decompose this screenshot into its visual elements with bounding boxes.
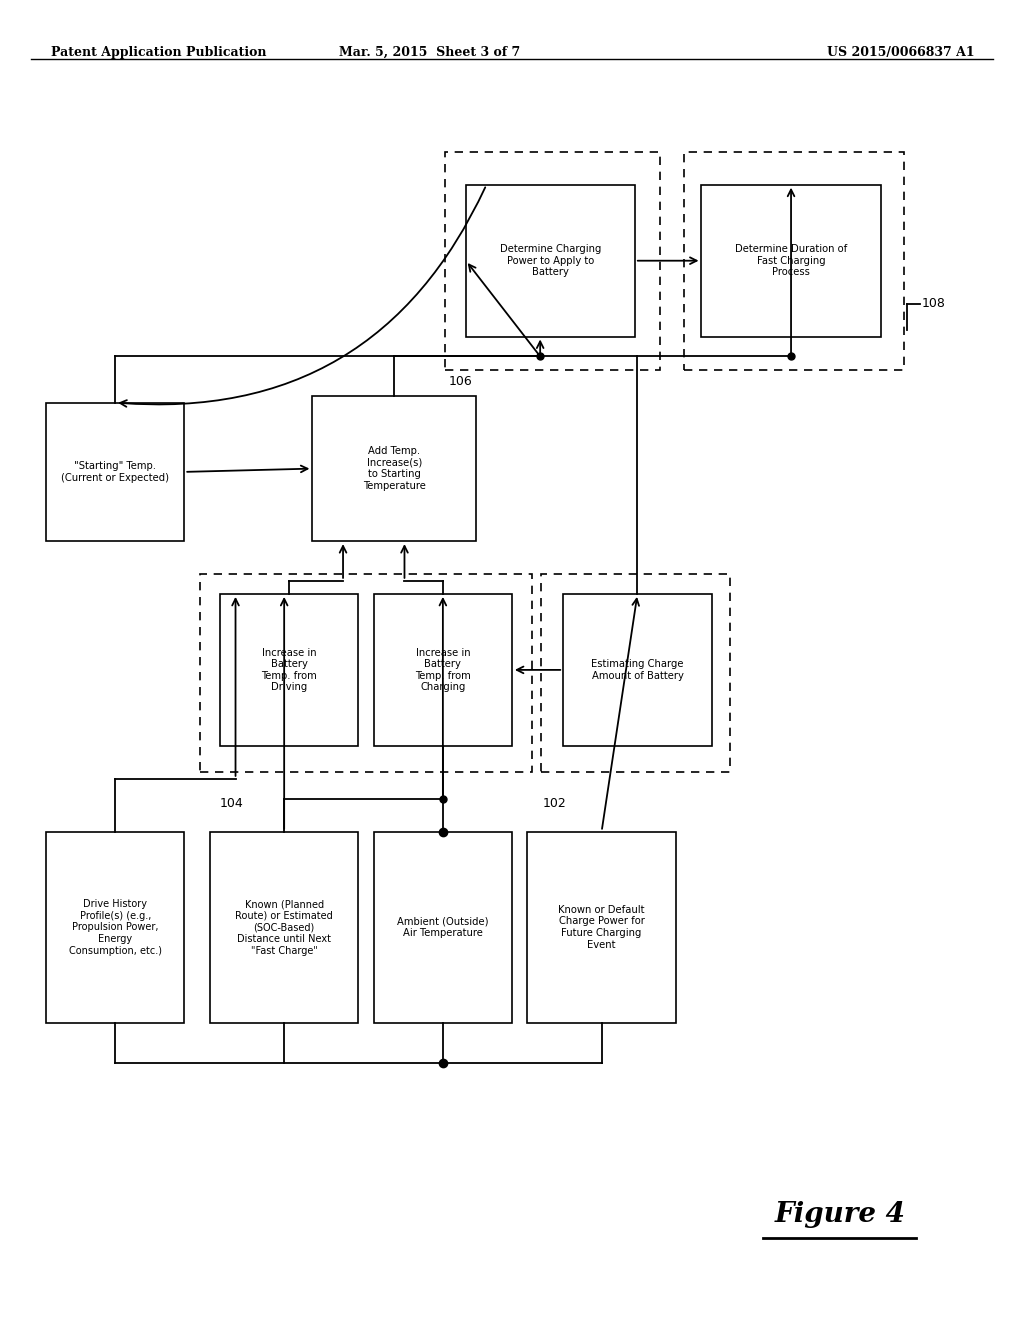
Bar <box>46 403 184 541</box>
Text: Mar. 5, 2015  Sheet 3 of 7: Mar. 5, 2015 Sheet 3 of 7 <box>339 46 521 59</box>
Text: 104: 104 <box>220 797 244 810</box>
Bar <box>220 594 358 746</box>
Bar <box>46 832 184 1023</box>
Text: Determine Duration of
Fast Charging
Process: Determine Duration of Fast Charging Proc… <box>735 244 847 277</box>
Text: Add Temp.
Increase(s)
to Starting
Temperature: Add Temp. Increase(s) to Starting Temper… <box>362 446 426 491</box>
Bar <box>527 832 676 1023</box>
Bar <box>445 152 660 370</box>
Text: 106: 106 <box>449 375 472 388</box>
Text: Increase in
Battery
Temp. from
Driving: Increase in Battery Temp. from Driving <box>261 648 317 692</box>
Text: Drive History
Profile(s) (e.g.,
Propulsion Power,
Energy
Consumption, etc.): Drive History Profile(s) (e.g., Propulsi… <box>69 899 162 956</box>
Bar <box>466 185 635 337</box>
Bar <box>701 185 881 337</box>
Bar <box>374 832 512 1023</box>
Text: Patent Application Publication: Patent Application Publication <box>51 46 266 59</box>
Text: 102: 102 <box>543 797 566 810</box>
Text: Estimating Charge
Amount of Battery: Estimating Charge Amount of Battery <box>591 659 684 681</box>
Bar <box>563 594 712 746</box>
Bar <box>541 574 730 772</box>
Text: Ambient (Outside)
Air Temperature: Ambient (Outside) Air Temperature <box>397 916 488 939</box>
Text: Determine Charging
Power to Apply to
Battery: Determine Charging Power to Apply to Bat… <box>500 244 601 277</box>
Text: US 2015/0066837 A1: US 2015/0066837 A1 <box>827 46 975 59</box>
Text: Known (Planned
Route) or Estimated
(SOC-Based)
Distance until Next
"Fast Charge": Known (Planned Route) or Estimated (SOC-… <box>236 899 333 956</box>
Text: Figure 4: Figure 4 <box>774 1201 905 1228</box>
Text: Known or Default
Charge Power for
Future Charging
Event: Known or Default Charge Power for Future… <box>558 906 645 949</box>
Bar <box>374 594 512 746</box>
Text: "Starting" Temp.
(Current or Expected): "Starting" Temp. (Current or Expected) <box>61 461 169 483</box>
Bar <box>684 152 904 370</box>
Bar <box>210 832 358 1023</box>
Text: 108: 108 <box>922 297 945 310</box>
Bar <box>312 396 476 541</box>
Text: Increase in
Battery
Temp. from
Charging: Increase in Battery Temp. from Charging <box>415 648 471 692</box>
FancyArrowPatch shape <box>120 187 485 407</box>
Bar <box>200 574 532 772</box>
